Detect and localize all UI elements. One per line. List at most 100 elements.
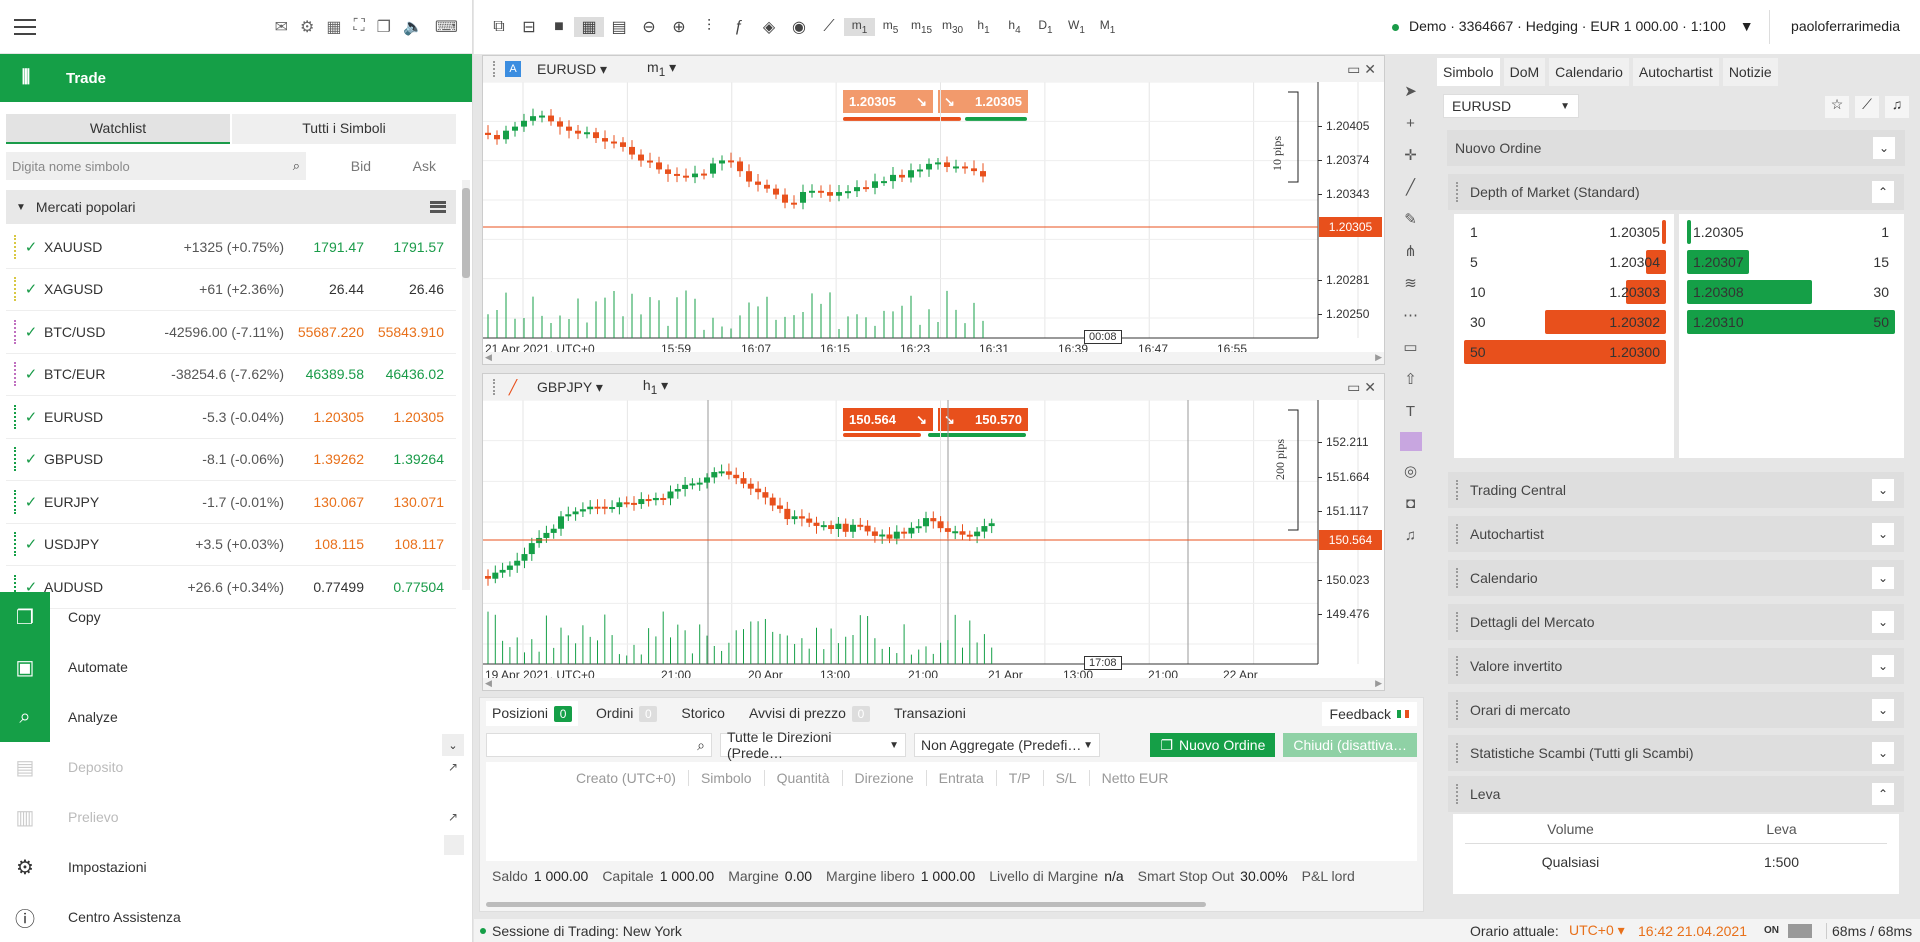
chart-mode-icon[interactable]: ⟋ <box>823 18 835 35</box>
bid-price[interactable]: 26.44 <box>328 281 364 298</box>
bid-price[interactable]: 1.39262 <box>313 451 364 468</box>
section-calendario[interactable]: Calendario ⌄ <box>1448 559 1904 596</box>
dom-sell-row[interactable]: 50 1.20300 <box>1464 340 1666 364</box>
buy-price-button[interactable]: ↘ 150.570 <box>938 408 1028 431</box>
rectangle-icon[interactable]: ▭ <box>1403 339 1418 356</box>
drag-handle[interactable] <box>1456 182 1462 202</box>
aggregation-filter-select[interactable]: Non Aggregate (Predefi… ▼ <box>914 733 1100 757</box>
check-icon[interactable]: ✓ <box>24 323 38 341</box>
tab-ordini[interactable]: Ordini 0 <box>590 701 663 726</box>
ask-price[interactable]: 1.20305 <box>393 408 444 425</box>
fullscreen-icon[interactable]: ⛶ <box>353 16 365 34</box>
feedback-button[interactable]: Feedback <box>1321 702 1417 726</box>
function-icon[interactable]: ƒ <box>734 18 744 35</box>
ask-price[interactable]: 108.117 <box>394 536 444 553</box>
column-header[interactable]: Simbolo <box>689 770 765 786</box>
price-plot[interactable] <box>483 82 1384 364</box>
tab-all-symbols[interactable]: Tutti i Simboli <box>232 114 456 144</box>
bid-price[interactable]: 130.067 <box>313 493 364 510</box>
tab-transazioni[interactable]: Transazioni <box>893 705 966 721</box>
tab-autochartist[interactable]: Autochartist <box>1632 58 1719 86</box>
section-valore[interactable]: Valore invertito ⌄ <box>1448 647 1904 684</box>
drag-handle[interactable] <box>1456 743 1462 764</box>
layers-icon[interactable]: ◈ <box>762 19 776 36</box>
watchlist-row[interactable]: ✓ EURUSD -5.3 (-0.04%) 1.20305 1.20305 <box>6 396 456 439</box>
timeframe-M1[interactable]: M1 <box>1099 18 1116 36</box>
check-icon[interactable]: ✓ <box>24 578 38 596</box>
tab-calendario[interactable]: Calendario <box>1549 58 1629 86</box>
dom-sell-row[interactable]: 1 1.20305 <box>1464 220 1666 244</box>
drag-handle[interactable] <box>14 489 18 514</box>
nav-deposit[interactable]: ▤ Deposito ↗ <box>0 742 472 792</box>
drag-handle[interactable] <box>14 447 18 472</box>
zoom-in-icon[interactable]: ⊕ <box>672 19 686 36</box>
split-layout-icon[interactable]: ▤ <box>611 19 627 36</box>
drag-handle[interactable] <box>14 574 18 599</box>
check-icon[interactable]: ✓ <box>24 366 38 384</box>
check-icon[interactable]: ✓ <box>24 408 38 426</box>
camera-icon[interactable]: ◘ <box>1405 495 1416 512</box>
cursor-icon[interactable]: ➤ <box>1404 83 1417 100</box>
menu-icon[interactable] <box>430 201 446 213</box>
drag-handle[interactable] <box>1456 699 1462 720</box>
color-swatch-icon[interactable] <box>1399 432 1422 451</box>
crosshair-icon[interactable]: + <box>1406 115 1415 132</box>
search-icon[interactable]: ⌕ <box>292 158 300 173</box>
nav-copy[interactable]: ❐ Copy <box>0 592 472 642</box>
drag-handle[interactable] <box>14 319 18 344</box>
tab-posizioni[interactable]: Posizioni 0 <box>486 700 579 726</box>
nav-settings[interactable]: ⚙ Impostazioni <box>0 842 472 892</box>
drag-handle[interactable] <box>1456 784 1462 804</box>
section-dettagli[interactable]: Dettagli del Mercato ⌄ <box>1448 603 1904 640</box>
chart-symbol-select[interactable]: EURUSD ▾ <box>537 60 608 77</box>
zoom-out-icon[interactable]: ⊖ <box>642 19 656 36</box>
tab-simbolo[interactable]: Simbolo <box>1437 58 1500 86</box>
tab-notizie[interactable]: Notizie <box>1722 58 1778 86</box>
nav-withdraw[interactable]: ▥ Prelievo ↗ <box>0 792 472 842</box>
column-header[interactable]: Creato (UTC+0) <box>576 770 689 786</box>
section-autochartist[interactable]: Autochartist ⌄ <box>1448 515 1904 552</box>
column-header[interactable]: Netto EUR <box>1101 770 1169 786</box>
section-statistiche[interactable]: Statistiche Scambi (Tutti gli Scambi) ⌄ <box>1448 735 1904 772</box>
check-icon[interactable]: ✓ <box>24 536 38 554</box>
section-trading[interactable]: Trading Central ⌄ <box>1448 472 1904 508</box>
circle-icon[interactable]: ◎ <box>1403 463 1418 480</box>
timeframe-m30[interactable]: m30 <box>941 18 964 36</box>
eye-icon[interactable]: ◉ <box>792 19 806 36</box>
trade-header[interactable]: ⫴ Trade <box>0 54 472 102</box>
chart-scrollbar[interactable]: ◀ ▶ <box>483 352 1384 364</box>
sound-icon[interactable]: 🔈 <box>402 18 423 36</box>
arrow-up-icon[interactable]: ⇧ <box>1404 371 1417 388</box>
group-header[interactable]: ▼ Mercati popolari <box>6 190 456 224</box>
ask-price[interactable]: 1791.57 <box>393 238 444 255</box>
watchlist-row[interactable]: ✓ GBPUSD -8.1 (-0.06%) 1.39262 1.39264 <box>6 439 456 481</box>
positions-search-input[interactable]: ⌕ <box>486 733 712 757</box>
text-icon[interactable]: T <box>1405 403 1416 420</box>
nav-automate[interactable]: ▣ Automate <box>0 642 472 692</box>
tool-icon[interactable]: ⚙ <box>299 18 315 36</box>
section-orari[interactable]: Orari di mercato ⌄ <box>1448 691 1904 728</box>
close-all-button[interactable]: Chiudi (disattiva… <box>1283 733 1417 757</box>
dom-sell-row[interactable]: 30 1.20302 <box>1464 310 1666 334</box>
timeframe-D1[interactable]: D1 <box>1038 18 1053 36</box>
check-icon[interactable]: ✓ <box>24 451 38 469</box>
bid-price[interactable]: 1791.47 <box>313 238 364 255</box>
tab-avvisi-di-prezzo[interactable]: Avvisi di prezzo 0 <box>743 701 876 726</box>
sell-price-button[interactable]: 150.564 ↘ <box>843 408 933 431</box>
bell-icon[interactable]: ♫ <box>1885 96 1909 118</box>
hamburger-menu-icon[interactable] <box>14 18 36 35</box>
watchlist-row[interactable]: ✓ XAUUSD +1325 (+0.75%) 1791.47 1791.57 <box>6 226 456 269</box>
bid-price[interactable]: 55687.220 <box>297 323 364 340</box>
symbol-select[interactable]: EURUSD ▼ <box>1443 94 1579 118</box>
chart-scrollbar[interactable]: ◀ ▶ <box>483 678 1384 690</box>
chart-window-controls[interactable]: ▭ ✕ <box>1347 378 1376 395</box>
check-icon[interactable]: ✓ <box>24 238 38 256</box>
ask-price[interactable]: 1.39264 <box>393 451 444 468</box>
watchlist-row[interactable]: ✓ AUDUSD +26.6 (+0.34%) 0.77499 0.77504 <box>6 566 456 609</box>
drag-handle[interactable] <box>1456 480 1462 500</box>
scroll-right-icon[interactable]: ▶ <box>1375 352 1382 362</box>
dom-buy-row[interactable]: 1.20308 30 <box>1687 280 1895 304</box>
column-header[interactable]: T/P <box>997 770 1044 786</box>
symbol-a-icon[interactable]: A <box>505 61 521 77</box>
timeframe-W1[interactable]: W1 <box>1068 18 1085 36</box>
